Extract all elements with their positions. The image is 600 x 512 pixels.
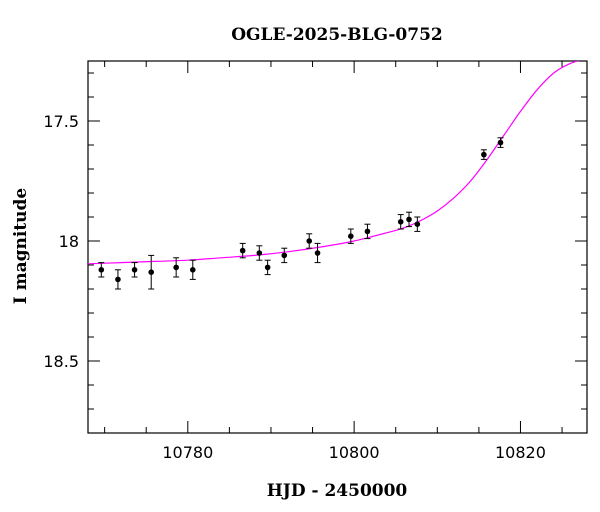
data-point [114,269,121,290]
plot-area: 10780 10800 10820 17.5 18 18.5 [43,60,588,462]
plot-frame [87,60,588,434]
data-marker [256,250,263,256]
data-marker [397,219,404,225]
data-point [131,262,138,278]
data-point [173,257,180,278]
data-marker [364,228,371,235]
data-marker [314,250,321,256]
data-point [98,262,105,278]
data-point [314,242,321,264]
y-tick-label: 18 [59,232,79,251]
y-tick-label: 18.5 [43,352,79,371]
data-marker [173,264,179,271]
data-marker [239,247,246,254]
model-curve [88,61,580,265]
data-point [306,233,313,249]
data-point [264,259,271,276]
data-marker [189,267,196,273]
x-tick-label: 10800 [329,443,380,462]
data-point [406,211,413,228]
data-marker [148,269,155,276]
data-point [239,242,246,259]
x-axis-label: HJD - 2450000 [267,481,408,501]
data-point [189,259,196,280]
x-tick-label: 10820 [495,443,546,462]
y-axis-label: I magnitude [11,188,31,305]
data-point [364,223,371,240]
x-tick-label: 10780 [162,443,213,462]
data-point [414,216,421,232]
data-marker [131,267,138,273]
data-point [256,245,263,261]
data-marker [98,267,105,273]
data-marker [115,276,121,283]
data-point [347,228,354,244]
data-point [281,247,288,264]
data-point [397,214,404,230]
data-marker [306,238,313,244]
data-marker [481,151,487,158]
data-point [480,149,487,160]
data-marker [414,221,421,227]
data-marker [406,216,412,223]
chart-title: OGLE-2025-BLG-0752 [231,25,443,45]
data-point [497,137,504,148]
data-marker [497,139,504,146]
data-point [148,254,155,290]
data-marker [281,252,288,259]
data-marker [348,233,354,239]
data-marker [264,264,271,271]
y-tick-label: 17.5 [43,112,79,131]
